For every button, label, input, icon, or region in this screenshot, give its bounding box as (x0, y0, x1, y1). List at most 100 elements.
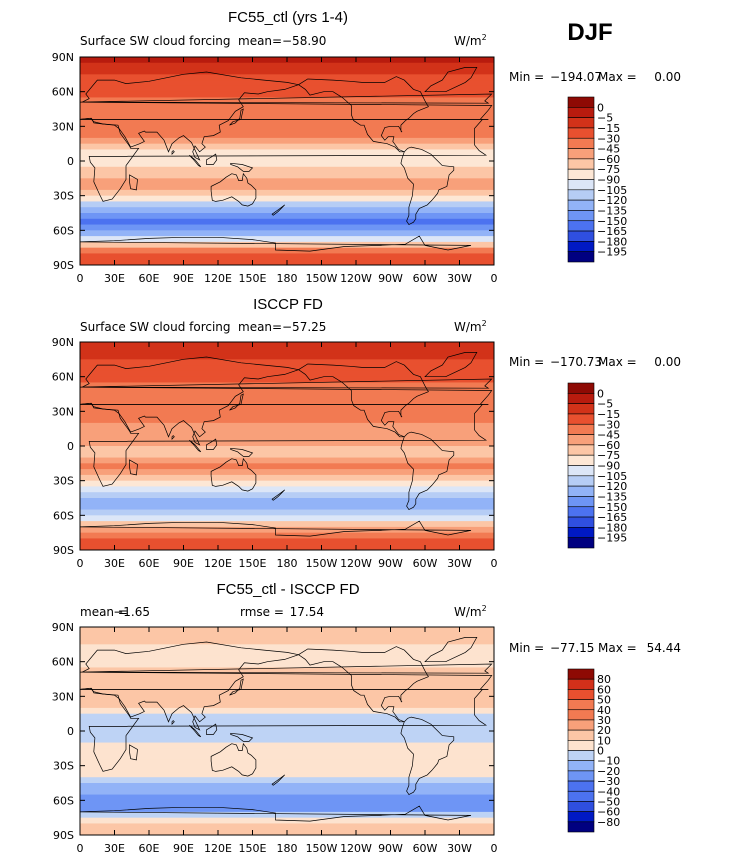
map-area: 0 30E 60E 90E 120E 150E 180 150W 120W 90W 60W 30W 09… (52, 51, 498, 285)
coastline (424, 352, 478, 378)
field-band (80, 224, 494, 231)
coastline (271, 774, 285, 786)
units-label: W/m2 (454, 33, 487, 48)
coastline (400, 716, 455, 796)
x-tick-label: 150W (306, 272, 338, 285)
y-tick-label: 90S (53, 259, 74, 272)
colorbar-box (567, 770, 595, 782)
field-band (80, 411, 494, 418)
field-band (80, 817, 494, 825)
coastline (297, 646, 429, 723)
x-tick-label: 0 (77, 842, 84, 855)
colorbar-label: 60 (597, 683, 611, 696)
y-tick-label: 30N (52, 690, 74, 703)
field-band (80, 178, 494, 185)
field-band (80, 736, 494, 744)
colorbar-box (567, 117, 595, 129)
field-shading (80, 627, 494, 835)
x-tick-label: 150W (306, 842, 338, 855)
field-band (80, 253, 494, 260)
field-band (80, 120, 494, 127)
field-band (80, 638, 494, 645)
field-band (80, 143, 494, 151)
coastline (230, 162, 254, 172)
colorbar-label: −15 (597, 408, 620, 421)
coastline (400, 146, 455, 226)
min-value: −77.15 (550, 641, 594, 655)
field-band (80, 434, 494, 441)
field-band (80, 532, 494, 540)
x-tick-label: 180 (277, 557, 298, 570)
field-band (80, 184, 494, 191)
colorbar-box (567, 516, 595, 528)
field-band (80, 503, 494, 511)
field-band (80, 509, 494, 516)
max-label: Max = (598, 641, 637, 655)
field-band (80, 68, 494, 75)
coastline (210, 172, 257, 207)
colorbar-label: −45 (597, 429, 620, 442)
coastline (79, 402, 489, 487)
field-band (80, 370, 494, 378)
field-band (80, 794, 494, 801)
x-tick-label: 120E (204, 557, 232, 570)
colorbar-box (567, 801, 595, 812)
colorbar-label: −105 (597, 470, 627, 483)
field-band (80, 422, 494, 430)
field-band (80, 486, 494, 493)
field-band (80, 166, 494, 174)
y-tick-label: 90S (53, 544, 74, 557)
field-band (80, 748, 494, 755)
panel-difference: FC55_ctl - ISCCP FD mean = −1.65 rmse = … (52, 581, 681, 855)
field-band (80, 440, 494, 447)
coastline (79, 71, 493, 161)
y-tick-label: 30S (53, 190, 74, 203)
y-tick-label: 60N (52, 86, 74, 99)
y-tick-label: 60S (53, 509, 74, 522)
coastline (129, 459, 138, 476)
colorbar-label: −90 (597, 460, 620, 473)
colorbar-label: −135 (597, 490, 627, 503)
field-band (80, 80, 494, 87)
panel-model: FC55_ctl (yrs 1-4) Surface SW cloud forc… (52, 9, 681, 285)
colorbar-label: 0 (597, 745, 604, 758)
min-value: −194.07 (550, 70, 602, 84)
x-tick-label: 90W (378, 557, 403, 570)
x-tick-label: 120E (204, 842, 232, 855)
colorbar-box (567, 423, 595, 435)
field-band (80, 347, 494, 355)
x-tick-label: 60E (139, 557, 160, 570)
coastline (79, 356, 493, 446)
colorbar-label: −5 (597, 112, 613, 125)
colorbar-box (567, 719, 595, 731)
field-band (80, 114, 494, 122)
field-band (80, 719, 494, 726)
x-tick-label: 0 (491, 272, 498, 285)
units-label: W/m2 (454, 319, 487, 334)
x-tick-label: 120W (340, 842, 372, 855)
x-tick-label: 0 (77, 557, 84, 570)
x-tick-label: 120E (204, 272, 232, 285)
colorbar-label: 0 (597, 387, 604, 400)
colorbar-label: −45 (597, 143, 620, 156)
colorbar-box (567, 220, 595, 232)
map-area: 0 30E 60E 90E 120E 150E 180 150W 120W 90W 60W 30W 09… (52, 621, 498, 855)
colorbar-box (567, 158, 595, 170)
min-label: Min = (509, 641, 544, 655)
field-band (80, 498, 494, 505)
colorbar-box (567, 434, 595, 446)
colorbar-label: −120 (597, 194, 627, 207)
field-band (80, 754, 494, 761)
x-tick-label: 180 (277, 842, 298, 855)
colorbar-label: −75 (597, 449, 620, 462)
colorbar-box (567, 506, 595, 518)
x-tick-label: 0 (491, 557, 498, 570)
colorbar-label: 10 (597, 734, 611, 747)
coastline (79, 641, 493, 731)
x-tick-label: 60E (139, 842, 160, 855)
x-tick-label: 120W (340, 557, 372, 570)
coastline (171, 150, 175, 155)
colorbar-label: −195 (597, 246, 627, 259)
colorbar-label: −60 (597, 153, 620, 166)
units-exponent: 2 (482, 319, 487, 328)
